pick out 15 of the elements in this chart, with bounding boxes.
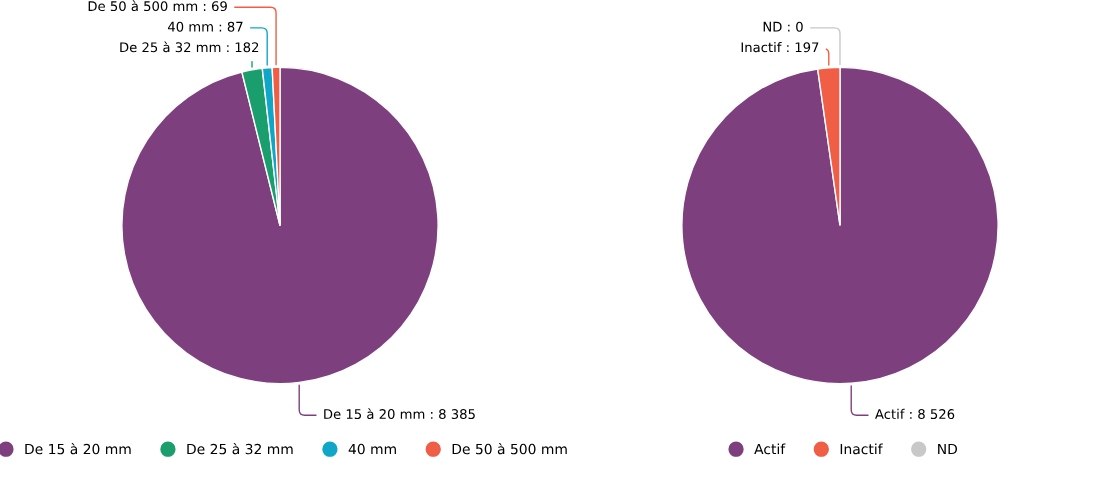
legend-label: ND xyxy=(938,443,958,455)
data-label: De 25 à 32 mm : 182 xyxy=(120,41,259,53)
data-label: Actif : 8 526 xyxy=(875,408,955,420)
legend-label: Inactif xyxy=(840,443,883,455)
legend-label: Actif xyxy=(754,443,786,455)
pie-slice xyxy=(121,66,439,385)
data-label: De 50 à 500 mm : 69 xyxy=(88,0,227,12)
legend-label: De 50 à 500 mm xyxy=(452,442,567,455)
legend-label: De 25 à 32 mm xyxy=(187,442,293,455)
data-label: 40 mm : 87 xyxy=(167,21,243,32)
text: ND : 0 xyxy=(763,21,803,32)
data-label: De 15 à 20 mm : 8 385 xyxy=(324,408,475,420)
legend-label: De 15 à 20 mm xyxy=(25,442,131,455)
data-label: Inactif : 197 xyxy=(741,42,819,53)
legend-label: 40 mm xyxy=(348,443,396,455)
